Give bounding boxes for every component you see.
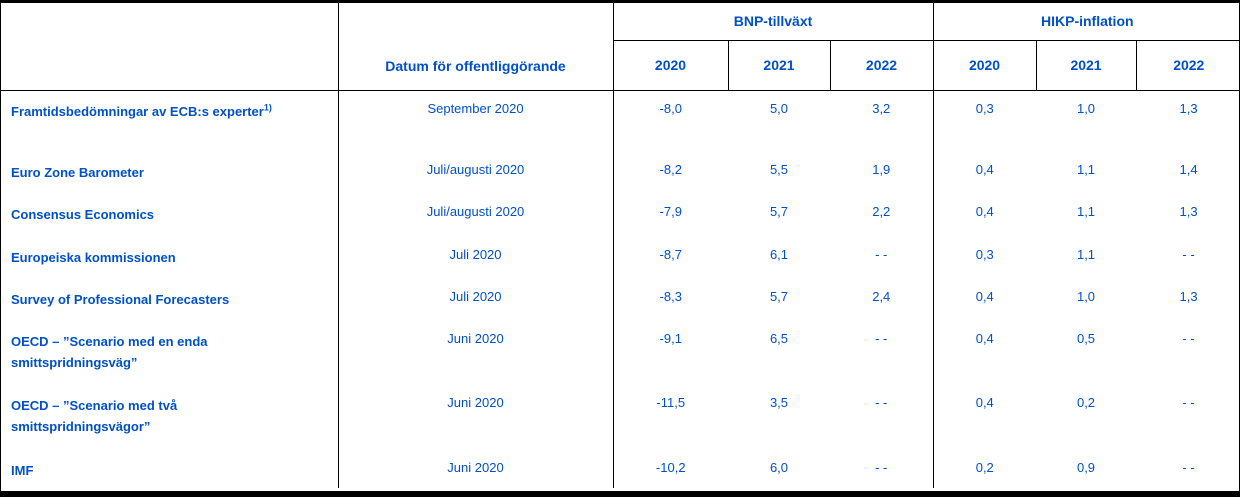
table-row: OECD – ”Scenario med en enda smittspridn… bbox=[1, 321, 1239, 385]
value-cell: -10,2 bbox=[655, 460, 686, 475]
year-header-hicp-2022: 2022 bbox=[1135, 40, 1239, 91]
value-cell: 3,2 bbox=[872, 100, 891, 116]
group-header-row: Datum för offentliggörande BNP-tillväxt … bbox=[1, 3, 1239, 91]
row-label: IMF bbox=[1, 450, 339, 488]
table-row: Survey of Professional Forecasters Juli 2… bbox=[1, 279, 1239, 321]
year-header-row: 2020 2021 2022 2020 2021 2022 bbox=[1, 40, 1239, 91]
value-cell: -8,0 bbox=[659, 100, 682, 116]
release-date: Juli/augusti 2020 bbox=[338, 194, 614, 237]
row-label: Europeiska kommissionen bbox=[1, 237, 339, 279]
value-cell: 0,4 bbox=[932, 385, 1037, 450]
value-cell: -8,2 bbox=[659, 162, 682, 177]
value-cell: 2,4 bbox=[872, 289, 891, 304]
value-cell: 1,9 bbox=[872, 162, 891, 177]
value-cell: 0,2 bbox=[1076, 395, 1096, 410]
value-cell: 0,5 bbox=[1076, 331, 1096, 346]
value-cell: - - bbox=[875, 460, 888, 475]
year-header-hicp-2021: 2021 bbox=[1035, 40, 1137, 91]
table-row: IMF Juni 2020 -10,2 6,0 - - 0,2 0,9 - - bbox=[1, 450, 1239, 488]
value-cell: -8,7 bbox=[659, 247, 682, 262]
table-row: Europeiska kommissionen Juli 2020 -8,7 6,1 -… bbox=[1, 237, 1239, 279]
value-cell: -11,5 bbox=[656, 395, 686, 410]
year-header-gdp-2020: 2020 bbox=[612, 40, 728, 91]
value-cell: - - bbox=[875, 395, 888, 410]
value-cell: 1,0 bbox=[1076, 100, 1096, 116]
forecast-table: Datum för offentliggörande BNP-tillväxt … bbox=[1, 3, 1239, 488]
row-label: OECD – ”Scenario med en enda smittspridn… bbox=[1, 321, 339, 385]
value-cell: - - bbox=[1182, 247, 1195, 262]
value-cell: 5,0 bbox=[769, 100, 789, 116]
value-cell: -7,9 bbox=[659, 204, 682, 219]
row-label: OECD – ”Scenario med två smittspridnings… bbox=[1, 385, 339, 450]
value-cell: 6,1 bbox=[769, 247, 789, 262]
table-body: Framtidsbedömningar av ECB:s experter1) S… bbox=[1, 90, 1239, 488]
value-cell: 0,4 bbox=[932, 194, 1037, 237]
value-cell: 1,4 bbox=[1179, 162, 1198, 177]
value-cell: 0,4 bbox=[932, 321, 1037, 385]
value-cell: 0,3 bbox=[932, 90, 1037, 152]
row-label: Consensus Economics bbox=[1, 194, 339, 237]
value-cell: 6,5 bbox=[769, 331, 789, 346]
value-cell: 0,9 bbox=[1076, 460, 1096, 475]
row-label: Survey of Professional Forecasters bbox=[1, 279, 339, 321]
value-cell: 5,7 bbox=[769, 289, 789, 304]
value-cell: 1,1 bbox=[1076, 204, 1096, 219]
date-column-header: Datum för offentliggörande bbox=[338, 3, 614, 91]
value-cell: - - bbox=[875, 247, 888, 262]
year-header-gdp-2022: 2022 bbox=[829, 40, 934, 91]
value-cell: 1,3 bbox=[1179, 100, 1198, 116]
group-header-gdp-growth: BNP-tillväxt bbox=[613, 3, 934, 41]
table-header: Datum för offentliggörande BNP-tillväxt … bbox=[1, 3, 1239, 91]
corner-cell bbox=[1, 3, 339, 91]
release-date: Juni 2020 bbox=[338, 450, 614, 488]
value-cell: 0,4 bbox=[932, 279, 1037, 321]
row-label: Euro Zone Barometer bbox=[1, 152, 339, 194]
value-cell: 2,2 bbox=[872, 204, 891, 219]
value-cell: 5,5 bbox=[769, 162, 789, 177]
release-date: September 2020 bbox=[338, 90, 614, 152]
value-cell: -9,1 bbox=[659, 331, 682, 346]
value-cell: 1,1 bbox=[1076, 162, 1096, 177]
value-cell: - - bbox=[875, 331, 888, 346]
release-date: Juli 2020 bbox=[338, 279, 614, 321]
release-date: Juni 2020 bbox=[338, 385, 614, 450]
value-cell: 0,2 bbox=[932, 450, 1037, 488]
table-row: Euro Zone Barometer Juli/augusti 2020 -8,2… bbox=[1, 152, 1239, 194]
value-cell: 3,5 bbox=[769, 395, 789, 410]
value-cell: 1,1 bbox=[1076, 247, 1096, 262]
year-header-hicp-2020: 2020 bbox=[932, 40, 1037, 91]
value-cell: - - bbox=[1182, 460, 1195, 475]
value-cell: 1,3 bbox=[1179, 204, 1198, 219]
year-header-gdp-2021: 2021 bbox=[727, 40, 830, 91]
value-cell: 0,3 bbox=[932, 237, 1037, 279]
value-cell: - - bbox=[1182, 331, 1195, 346]
value-cell: - - bbox=[1182, 395, 1195, 410]
release-date: Juli 2020 bbox=[338, 237, 614, 279]
value-cell: 5,7 bbox=[769, 204, 789, 219]
row-label: Framtidsbedömningar av ECB:s experter1) bbox=[1, 90, 339, 152]
value-cell: 1,0 bbox=[1076, 289, 1096, 304]
release-date: Juni 2020 bbox=[338, 321, 614, 385]
value-cell: 6,0 bbox=[769, 460, 789, 475]
value-cell: 1,3 bbox=[1179, 289, 1198, 304]
release-date: Juli/augusti 2020 bbox=[338, 152, 614, 194]
table-row: Consensus Economics Juli/augusti 2020 -7,9… bbox=[1, 194, 1239, 237]
group-header-hicp-inflation: HIKP-inflation bbox=[932, 3, 1239, 41]
footnote-marker: 1) bbox=[263, 102, 272, 113]
value-cell: -8,3 bbox=[659, 289, 682, 304]
table-row: OECD – ”Scenario med två smittspridnings… bbox=[1, 385, 1239, 450]
table-row: Framtidsbedömningar av ECB:s experter1) S… bbox=[1, 90, 1239, 152]
value-cell: 0,4 bbox=[932, 152, 1037, 194]
